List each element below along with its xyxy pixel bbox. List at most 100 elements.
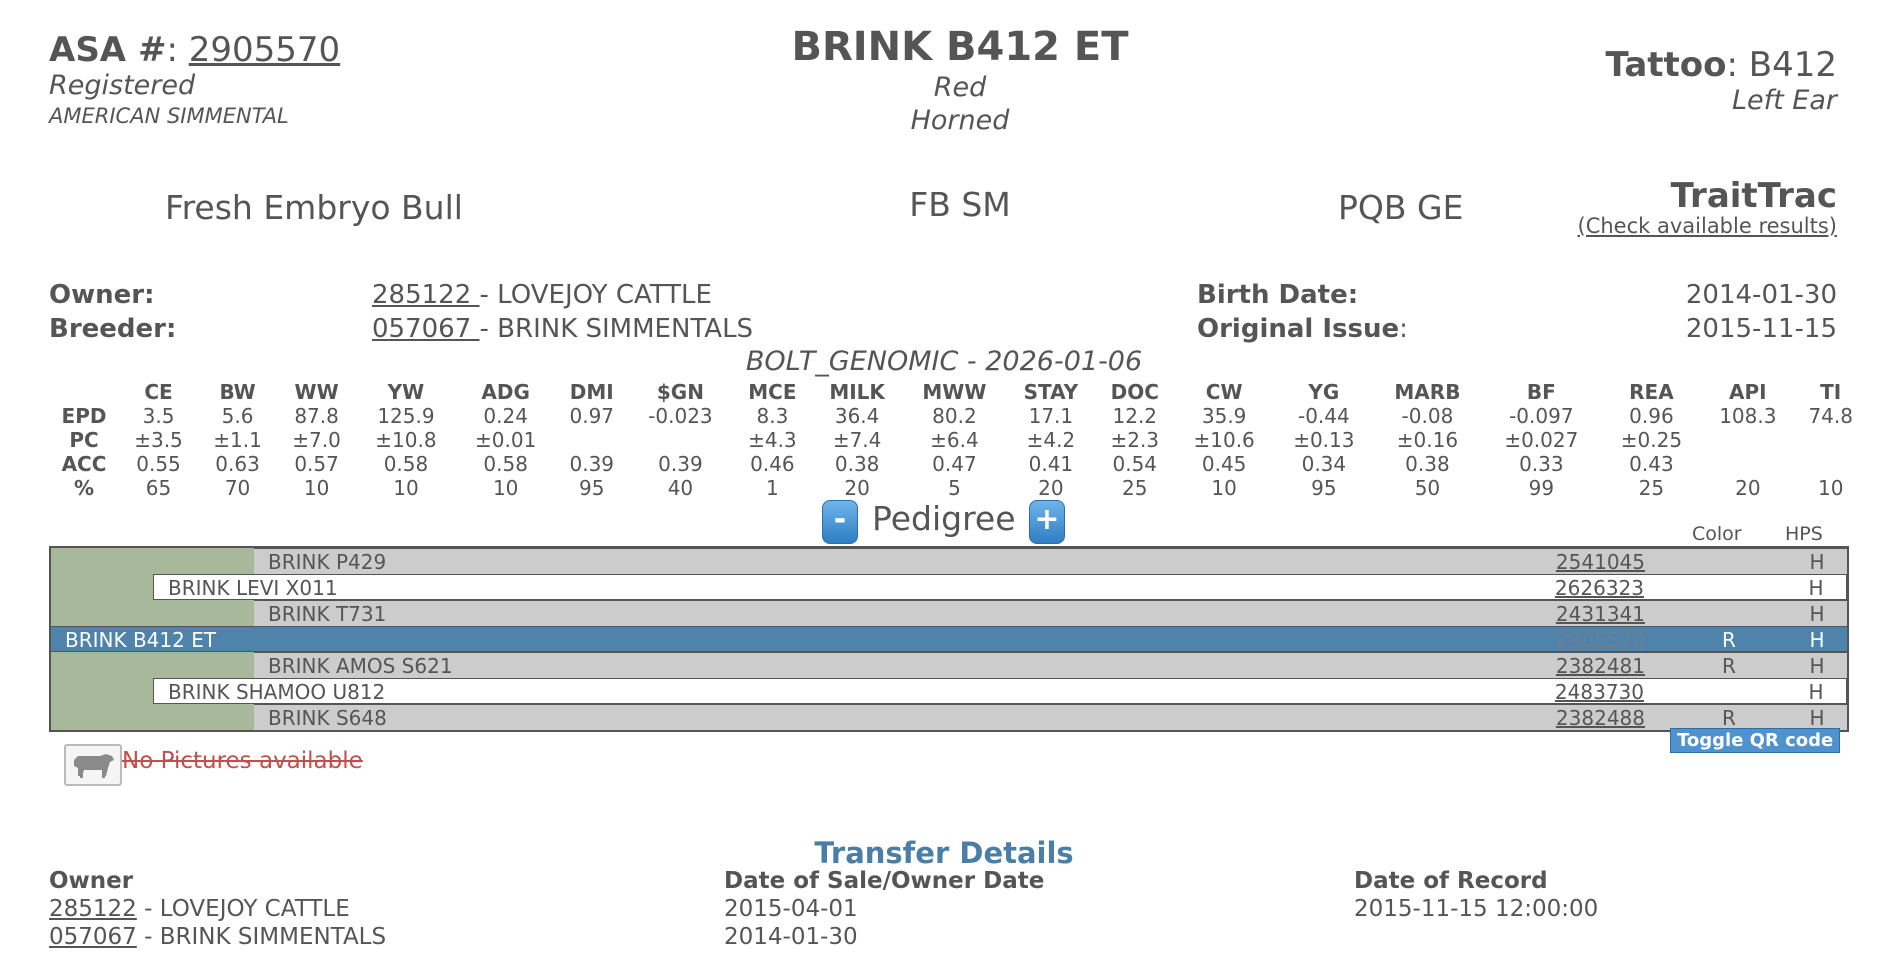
- asa-number-link[interactable]: 2905570: [188, 30, 341, 70]
- transfer-owner-1-id[interactable]: 285122: [49, 896, 137, 922]
- breeder-id-link[interactable]: 057067: [372, 314, 480, 344]
- epd-col-header: STAY: [1023, 380, 1079, 404]
- transfer-owner-2: 057067 - BRINK SIMMENTALS: [49, 924, 386, 950]
- epd-cell: 0.57: [294, 452, 339, 476]
- epd-cell: ±3.5: [134, 428, 183, 452]
- transfer-record-header: Date of Record: [1354, 868, 1548, 894]
- expand-pedigree-button[interactable]: +: [1029, 500, 1065, 544]
- epd-cell: 95: [1311, 476, 1337, 500]
- pedigree-reg-link[interactable]: 2483730: [1554, 680, 1644, 704]
- epd-cell: [628, 428, 733, 452]
- epd-cell: 10: [303, 476, 330, 500]
- epd-cell: 0.43: [1629, 452, 1674, 476]
- pedigree-row[interactable]: BRINK P429 2541045 H: [254, 548, 1847, 574]
- epd-col-header: BF: [1526, 380, 1556, 404]
- pedigree-row[interactable]: BRINK AMOS S621 2382481 R H: [254, 652, 1847, 678]
- epd-cell: 10: [1817, 476, 1844, 500]
- epd-cell: ±0.13: [1293, 428, 1355, 452]
- epd-cell: 80.2: [932, 404, 977, 428]
- epd-cell: 0.33: [1519, 452, 1564, 476]
- transfer-date-2: 2014-01-30: [724, 924, 858, 950]
- toggle-qr-button[interactable]: Toggle QR code: [1670, 728, 1841, 753]
- epd-row: PC ±3.5 ±1.1 ±7.0 ±10.8 ±0.01 ±4.3 ±7.4 ±6.4 ±4.2…: [49, 428, 1867, 452]
- pedigree-animal-name: BRINK B412 ET: [65, 628, 217, 652]
- collapse-pedigree-button[interactable]: -: [822, 500, 858, 544]
- pedigree-color: R: [1722, 706, 1736, 730]
- epd-cell: ±0.16: [1396, 428, 1459, 452]
- pedigree-row-selected[interactable]: BRINK B412 ET 2905570 R H: [51, 626, 1847, 652]
- epd-cell: ±1.1: [213, 428, 262, 452]
- tattoo: Tattoo: B412: [1605, 45, 1837, 85]
- transfer-owner-2-id[interactable]: 057067: [49, 924, 137, 950]
- epd-cell: 25: [1638, 476, 1665, 500]
- transfer-owner-1-name: - LOVEJOY CATTLE: [136, 896, 350, 922]
- transfer-record-1: 2015-11-15 12:00:00: [1354, 896, 1599, 922]
- epd-row: EPD 3.5 5.6 87.8 125.9 0.24 0.97 -0.023 8.3 36.4 8…: [49, 404, 1867, 428]
- epd-cell: [1701, 452, 1794, 476]
- epd-cell: ±4.3: [748, 428, 797, 452]
- epd-col-header: DMI: [569, 380, 614, 404]
- epd-cell: ±10.8: [375, 428, 437, 452]
- epd-cell: 36.4: [834, 404, 880, 428]
- epd-cell: 17.1: [1028, 404, 1074, 428]
- epd-cell: 0.47: [932, 452, 977, 476]
- epd-cell: 87.8: [294, 404, 339, 428]
- pedigree-reg-link[interactable]: 2382481: [1555, 654, 1645, 678]
- epd-cell: 5: [948, 476, 961, 500]
- owner-name: - LOVEJOY CATTLE: [479, 280, 712, 310]
- pedigree-reg-link[interactable]: 2431341: [1555, 602, 1645, 626]
- birth-date-value: 2014-01-30: [1685, 280, 1837, 310]
- epd-col-header: REA: [1629, 380, 1674, 404]
- pedigree-hps: H: [1809, 654, 1825, 678]
- traittrac-link[interactable]: (Check available results): [1577, 214, 1837, 238]
- epd-cell: 95: [579, 476, 605, 500]
- epd-cell: [1701, 428, 1794, 452]
- epd-cell: 10: [1211, 476, 1237, 500]
- asa-number: ASA #: 2905570: [49, 30, 341, 70]
- pedigree-hps: H: [1808, 680, 1824, 704]
- epd-col-header: BW: [219, 380, 256, 404]
- epd-cell: 74.8: [1808, 404, 1853, 428]
- epd-cell: 12.2: [1112, 404, 1158, 428]
- epd-cell: 108.3: [1719, 404, 1777, 428]
- epd-cell: 8.3: [756, 404, 789, 428]
- transfer-date-1: 2015-04-01: [724, 896, 858, 922]
- epd-cell: 0.58: [483, 452, 528, 476]
- breed-label: AMERICAN SIMMENTAL: [49, 104, 289, 128]
- epd-cell: ±7.4: [832, 428, 882, 452]
- animal-color: Red: [933, 72, 987, 103]
- pedigree-reg-link[interactable]: 2541045: [1555, 550, 1645, 574]
- epd-cell: -0.08: [1401, 404, 1454, 428]
- epd-row: ACC 0.55 0.63 0.57 0.58 0.58 0.39 0.39 0.46 0.38 0…: [49, 452, 1867, 476]
- epd-row: % 65 70 10 10 10 95 40 1 20 5 20 25 10 95 50 99 25 20 10: [49, 476, 1867, 500]
- pedigree-reg-link[interactable]: 2905570: [1555, 628, 1645, 652]
- pedigree-animal-name: BRINK S648: [268, 706, 387, 730]
- owner-id-link[interactable]: 285122: [372, 280, 480, 310]
- epd-row-label: %: [73, 476, 95, 500]
- epd-col-header: CW: [1205, 380, 1243, 404]
- transfer-date-header: Date of Sale/Owner Date: [724, 868, 1045, 894]
- pedigree-reg-link[interactable]: 2382488: [1555, 706, 1645, 730]
- epd-cell: 0.96: [1629, 404, 1674, 428]
- pedigree-row[interactable]: BRINK S648 2382488 R H: [254, 704, 1847, 730]
- pedigree-row[interactable]: BRINK SHAMOO U812 2483730 H: [153, 678, 1847, 704]
- cow-icon[interactable]: [64, 744, 122, 786]
- epd-row-label: EPD: [61, 404, 107, 428]
- epd-cell: 65: [145, 476, 172, 500]
- original-issue-label: Original Issue:: [1197, 314, 1408, 344]
- breeder-name: - BRINK SIMMENTALS: [479, 314, 754, 344]
- epd-cell: ±2.3: [1110, 428, 1160, 452]
- epd-body: EPD 3.5 5.6 87.8 125.9 0.24 0.97 -0.023 8.3 36.4 8…: [49, 404, 1867, 500]
- epd-col-header: API: [1729, 380, 1767, 404]
- pedigree-reg-link[interactable]: 2626323: [1554, 576, 1644, 600]
- pedigree-row[interactable]: BRINK T731 2431341 H: [254, 600, 1847, 626]
- pedigree-table: BRINK P429 2541045 H BRINK LEVI X011 2626323…: [49, 546, 1849, 732]
- pedigree-row[interactable]: BRINK LEVI X011 2626323 H: [153, 574, 1847, 600]
- epd-cell: 0.39: [658, 452, 703, 476]
- epd-cell: 0.38: [1405, 452, 1450, 476]
- epd-cell: 0.58: [383, 452, 429, 476]
- pedigree-hps: H: [1809, 550, 1825, 574]
- owner-value: 285122 - LOVEJOY CATTLE: [372, 280, 712, 310]
- transfer-owner-1: 285122 - LOVEJOY CATTLE: [49, 896, 350, 922]
- epd-cell: 0.97: [569, 404, 615, 428]
